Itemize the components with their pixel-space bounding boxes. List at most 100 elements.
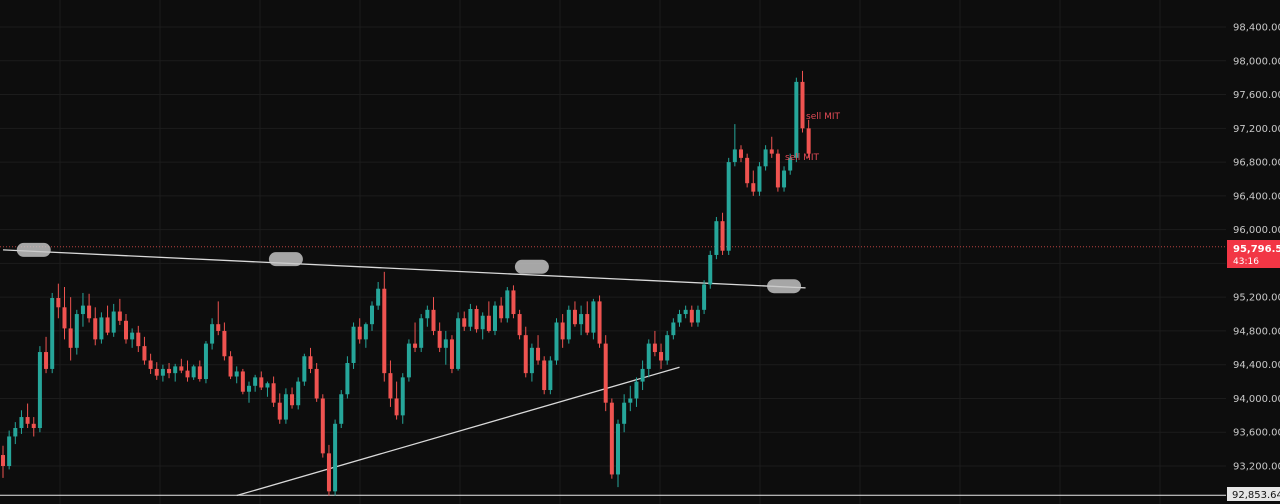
candle xyxy=(203,341,208,384)
candle-body xyxy=(228,356,233,377)
price-tick-label: 96,800.00 xyxy=(1233,158,1280,169)
candle xyxy=(443,330,448,365)
candle xyxy=(247,381,251,403)
candle xyxy=(271,376,276,407)
candle-body xyxy=(136,332,141,347)
price-tick-label: 97,200.00 xyxy=(1233,124,1280,135)
candle-body xyxy=(7,436,12,467)
candle-body xyxy=(99,317,104,340)
candle xyxy=(529,343,534,382)
candle xyxy=(431,297,436,336)
candle xyxy=(93,307,98,346)
candle xyxy=(720,212,725,255)
candle-body xyxy=(517,314,522,336)
candle-body xyxy=(148,360,153,369)
candle-body xyxy=(357,326,362,340)
candle-body xyxy=(443,339,448,348)
candle-body xyxy=(25,417,30,424)
candle xyxy=(191,364,196,380)
candle xyxy=(160,364,165,382)
candle-body xyxy=(665,335,670,361)
candle xyxy=(25,403,30,429)
candle xyxy=(44,336,49,374)
candle-body xyxy=(13,428,18,437)
candle-body xyxy=(50,298,55,369)
candle-body xyxy=(757,166,762,192)
highlight-marker-2 xyxy=(514,259,549,274)
candle xyxy=(154,362,159,380)
candle xyxy=(197,360,202,382)
candle xyxy=(702,280,707,315)
candle-body xyxy=(468,308,473,327)
candle-body xyxy=(597,301,602,344)
candle-body xyxy=(449,339,454,369)
candle xyxy=(13,422,18,445)
candle-body xyxy=(197,366,202,380)
candle-body xyxy=(413,343,418,348)
candle-body xyxy=(689,309,694,323)
candle xyxy=(677,309,682,327)
candle-body xyxy=(240,371,245,392)
candle xyxy=(437,322,442,353)
candle-body xyxy=(769,149,774,154)
candle xyxy=(597,295,602,348)
candle-body xyxy=(788,157,793,171)
candle xyxy=(7,430,12,470)
candle-body xyxy=(394,398,399,416)
candle xyxy=(111,303,116,337)
price-lines xyxy=(0,246,1226,496)
candle xyxy=(517,309,522,340)
candle-body xyxy=(708,254,713,285)
candle xyxy=(265,381,270,397)
candle xyxy=(277,393,282,424)
price-tick-label: 94,000.00 xyxy=(1233,394,1280,405)
candle-body xyxy=(326,453,331,492)
price-tick-label: 93,200.00 xyxy=(1233,462,1280,473)
candle xyxy=(314,363,319,402)
price-tick-label: 93,600.00 xyxy=(1233,428,1280,439)
candle-body xyxy=(363,324,368,340)
candle-body xyxy=(659,352,664,361)
candle xyxy=(136,325,141,353)
candle-body xyxy=(154,368,159,376)
low-level-tag-background xyxy=(1227,487,1280,501)
candle-body xyxy=(62,307,67,329)
candle-body xyxy=(431,309,436,331)
candle xyxy=(185,360,190,382)
candle-body xyxy=(44,352,49,369)
candle xyxy=(345,356,350,399)
candle-body xyxy=(511,290,516,315)
candle xyxy=(554,318,559,365)
candle xyxy=(732,124,737,167)
candle-body xyxy=(111,311,116,333)
chart-grid xyxy=(0,0,1226,504)
candle-body xyxy=(554,322,559,361)
candle-body xyxy=(406,343,411,378)
candle-body xyxy=(56,298,61,308)
candle-body xyxy=(683,309,688,315)
candle xyxy=(296,377,301,410)
candle-body xyxy=(548,360,553,391)
candle xyxy=(222,322,227,361)
price-tick-label: 97,600.00 xyxy=(1233,90,1280,101)
candle-body xyxy=(671,322,676,336)
candle-body xyxy=(616,423,620,475)
candle xyxy=(536,335,541,365)
candle xyxy=(124,314,128,344)
candle-body xyxy=(259,377,264,388)
candle xyxy=(179,358,184,374)
candle-body xyxy=(579,314,584,325)
candle-body xyxy=(308,356,313,369)
candle-body xyxy=(505,290,510,319)
candlestick-series[interactable] xyxy=(1,70,811,496)
candle-body xyxy=(210,324,215,344)
candle xyxy=(80,292,85,327)
candle xyxy=(173,363,178,382)
candle xyxy=(1,445,5,478)
candle-body xyxy=(628,398,633,403)
candle-body xyxy=(591,301,596,333)
candle-body xyxy=(320,398,325,454)
candle xyxy=(425,305,430,327)
